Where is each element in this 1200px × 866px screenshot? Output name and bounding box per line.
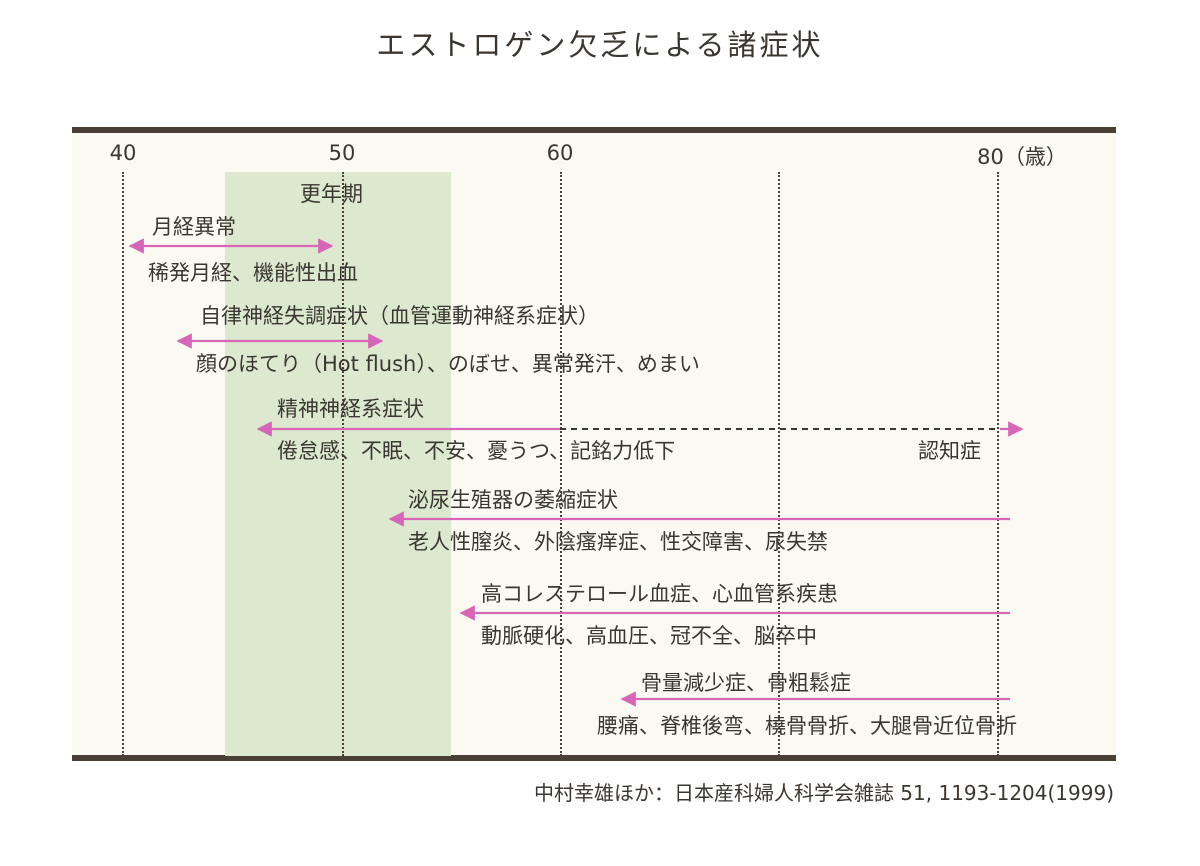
- urogenital-details: 老人性膣炎、外陰瘙痒症、性交障害、尿失禁: [408, 530, 828, 554]
- tick-label-50: 50: [328, 141, 356, 165]
- gridline-50: [342, 172, 344, 756]
- autonomic-details: 顔のほてり（Hot flush）、のぼせ、異常発汗、めまい: [196, 352, 700, 376]
- autonomic-name: 自律神経失調症状（血管運動神経系症状）: [200, 304, 599, 328]
- tick-label-40: 40: [109, 141, 137, 165]
- bone-name: 骨量減少症、骨粗鬆症: [641, 671, 851, 695]
- gridline-40: [122, 172, 124, 756]
- bone-details: 腰痛、脊椎後弯、橈骨骨折、大腿骨近位骨折: [597, 714, 1017, 738]
- gridline-80: [997, 172, 999, 756]
- urogenital-name: 泌尿生殖器の萎縮症状: [408, 488, 618, 512]
- menopause-label: 更年期: [300, 182, 363, 206]
- menopause-band: [225, 172, 451, 756]
- cardio-name: 高コレステロール血症、心血管系疾患: [481, 582, 838, 606]
- tick-label-60: 60: [546, 141, 574, 165]
- bottom-rule: [72, 755, 1116, 761]
- psych-details: 倦怠感、不眠、不安、憂うつ、記銘力低下: [277, 439, 676, 463]
- psych-name: 精神神経系症状: [277, 397, 424, 421]
- gridline-60: [560, 172, 562, 756]
- psych-extension: 認知症: [918, 439, 981, 463]
- top-rule: [72, 127, 1116, 133]
- gridline-70: [778, 172, 780, 756]
- cardio-details: 動脈硬化、高血圧、冠不全、脳卒中: [481, 624, 817, 648]
- tick-label-80: 80（歳）: [977, 145, 1067, 169]
- menstrual-details: 稀発月経、機能性出血: [148, 261, 358, 285]
- menstrual-name: 月経異常: [152, 215, 236, 239]
- chart-title: エストロゲン欠乏による諸症状: [376, 28, 824, 62]
- source-citation: 中村幸雄ほか：日本産科婦人科学会雑誌 51, 1193-1204(1999): [533, 781, 1114, 805]
